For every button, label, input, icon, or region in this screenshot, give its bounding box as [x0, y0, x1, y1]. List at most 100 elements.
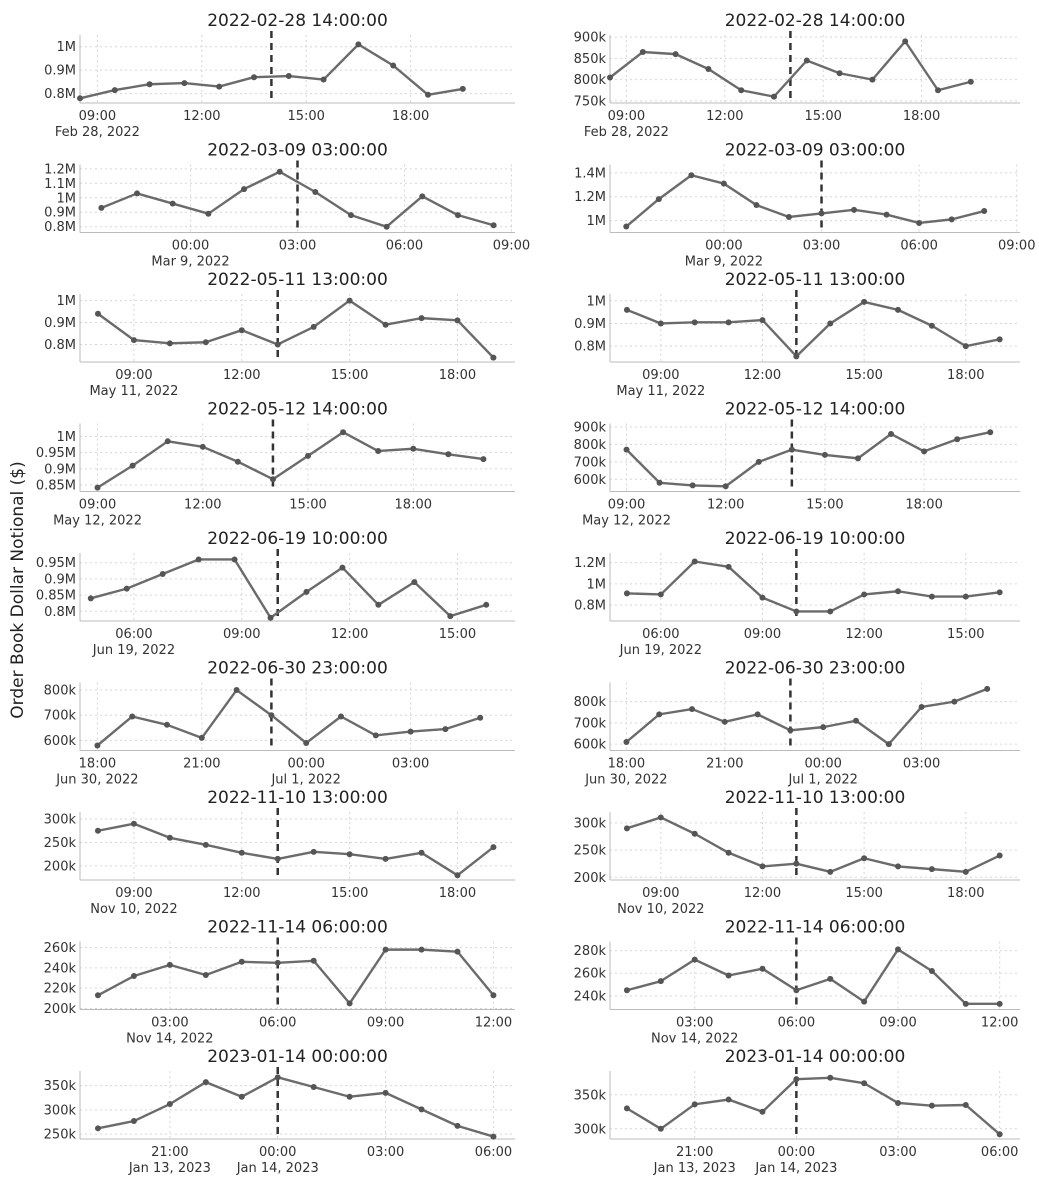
x-tick-label: 09:00: [608, 109, 645, 124]
data-point: [198, 734, 205, 741]
y-tick-label: 1M: [57, 294, 77, 309]
data-point: [885, 741, 892, 748]
x-date-label: Nov 10, 2022: [617, 902, 704, 917]
x-tick-label: 03:00: [151, 1016, 188, 1031]
y-tick-label: 240k: [44, 961, 77, 976]
y-tick-label: 250k: [44, 1128, 77, 1143]
data-point: [981, 208, 988, 215]
data-point: [738, 87, 745, 94]
data-point: [861, 591, 868, 598]
data-point: [418, 849, 425, 856]
y-tick-label: 0.9M: [574, 317, 606, 332]
x-tick-label: 15:00: [845, 886, 882, 901]
data-point: [231, 556, 238, 563]
data-point: [705, 66, 712, 72]
x-tick-label: 15:00: [845, 368, 882, 383]
y-tick-label: 0.8M: [574, 340, 606, 355]
data-point: [166, 340, 173, 347]
x-tick-label: 09:00: [642, 886, 679, 901]
x-tick-label: 03:00: [392, 757, 429, 772]
data-point: [928, 322, 935, 329]
data-point: [895, 588, 902, 595]
data-point: [410, 445, 417, 452]
data-point: [623, 306, 630, 313]
series-line: [626, 948, 1000, 1006]
x-tick-label: 12:00: [331, 627, 368, 642]
x-tick-label: 15:00: [947, 627, 984, 642]
x-tick-label: 09:00: [879, 1016, 916, 1031]
series-line: [626, 300, 1000, 358]
x-date-label: Jan 14, 2023: [236, 1161, 319, 1176]
y-tick-label: 600k: [574, 473, 607, 488]
x-date-label: Mar 9, 2022: [685, 255, 763, 270]
x-tick-label: 09:00: [608, 498, 645, 513]
data-point: [130, 337, 137, 344]
data-point: [111, 87, 118, 94]
x-tick-label: 12:00: [223, 886, 260, 901]
data-point: [996, 589, 1003, 596]
y-tick-label: 900k: [574, 420, 607, 435]
data-point: [759, 1108, 766, 1115]
data-point: [418, 946, 425, 953]
data-point: [921, 448, 928, 455]
series-line: [90, 558, 487, 619]
y-tick-label: 300k: [44, 1103, 77, 1118]
data-point: [962, 343, 969, 350]
y-tick-label: 0.8M: [574, 599, 606, 614]
series-line: [96, 431, 484, 489]
chart-panel-1: 2022-02-28 14:00:00 0.8M 0.9M 1M 09:00 12:00 1…: [44, 11, 515, 140]
panel-title: 2022-06-19 10:00:00: [207, 529, 388, 549]
y-tick-label: 250k: [574, 844, 607, 859]
data-point: [639, 49, 646, 55]
x-tick-label: 12:00: [475, 1016, 512, 1031]
data-point: [623, 1105, 630, 1112]
data-point: [454, 1122, 461, 1129]
data-point: [442, 726, 449, 733]
data-point: [483, 601, 490, 608]
data-point: [166, 834, 173, 841]
data-point: [94, 310, 101, 317]
x-date-label: Jan 13, 2023: [653, 1161, 736, 1176]
y-tick-label: 0.9M: [44, 462, 76, 477]
y-tick-label: 750k: [574, 94, 607, 109]
data-point: [793, 860, 800, 867]
y-tick-label: 200k: [574, 871, 607, 886]
data-point: [285, 73, 292, 80]
data-point: [269, 476, 276, 483]
data-point: [902, 38, 909, 45]
x-tick-label: 03:00: [279, 239, 316, 254]
series-line: [626, 816, 1001, 874]
y-tick-label: 1M: [57, 430, 77, 445]
data-point: [962, 1102, 969, 1108]
data-point: [202, 1079, 209, 1086]
data-point: [129, 713, 136, 720]
data-point: [267, 614, 274, 621]
chart-panel-5: 2022-05-11 13:00:00 0.8M 0.9M 1M 09:00 12:00 1…: [44, 270, 515, 399]
data-point: [895, 306, 902, 313]
x-tick-label: 06:00: [386, 239, 423, 254]
data-point: [454, 872, 461, 879]
panel-title: 2022-06-30 23:00:00: [207, 659, 388, 679]
panel-title: 2022-02-28 14:00:00: [725, 11, 906, 31]
chart-panel-6: 2022-05-11 13:00:00 0.8M 0.9M 1M 09:00 12:00 1…: [574, 270, 1020, 399]
data-point: [725, 563, 732, 570]
y-tick-label: 850k: [574, 52, 607, 67]
data-point: [166, 961, 173, 968]
data-point: [836, 70, 843, 77]
data-point: [129, 462, 136, 469]
data-point: [725, 319, 732, 326]
x-tick-label: 09:00: [115, 886, 152, 901]
x-tick-label: 21:00: [676, 1145, 713, 1160]
data-point: [793, 608, 800, 615]
data-point: [788, 446, 795, 453]
data-point: [861, 298, 868, 305]
series-line: [97, 948, 495, 1005]
x-date-label: May 11, 2022: [616, 384, 705, 399]
data-point: [851, 206, 858, 213]
x-tick-label: 09:00: [367, 1016, 404, 1031]
data-point: [205, 210, 212, 217]
series-line: [97, 1076, 494, 1138]
